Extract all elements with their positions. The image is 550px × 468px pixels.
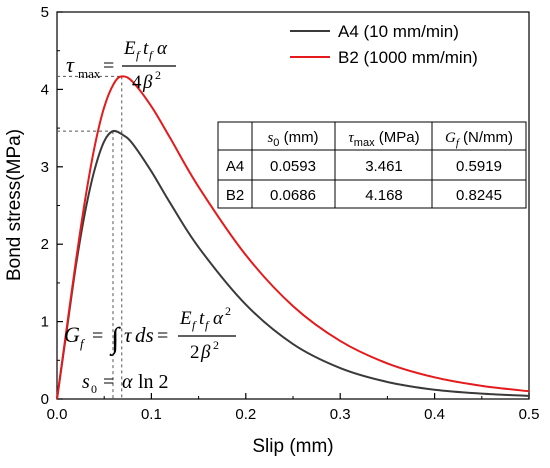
svg-text:G: G bbox=[64, 322, 80, 347]
svg-text:α: α bbox=[157, 38, 168, 59]
peak-guide-lines bbox=[57, 75, 123, 399]
y-tick-label: 5 bbox=[41, 4, 49, 21]
table-cell-a4-s0: 0.0593 bbox=[270, 158, 316, 175]
x-axis: 0.0 0.1 0.2 0.3 0.4 0.5 bbox=[47, 393, 540, 423]
svg-text:t: t bbox=[199, 308, 205, 329]
series-line-a4 bbox=[56, 129, 530, 400]
x-tick-label: 0.3 bbox=[330, 406, 351, 423]
table-cell-b2-s0: 0.0686 bbox=[270, 187, 316, 204]
table-header-taumax: τmax (MPa) bbox=[348, 129, 419, 149]
svg-text:s: s bbox=[82, 371, 90, 393]
svg-text:f: f bbox=[136, 48, 141, 62]
svg-text:2: 2 bbox=[155, 68, 161, 82]
svg-text:=: = bbox=[103, 371, 114, 393]
svg-text:E: E bbox=[179, 308, 192, 329]
svg-text:=: = bbox=[157, 325, 168, 347]
x-tick-label: 0.1 bbox=[141, 406, 162, 423]
table-cell-a4-gf: 0.5919 bbox=[456, 158, 502, 175]
x-tick-label: 0.0 bbox=[47, 406, 68, 423]
legend-label-a4: A4 (10 mm/min) bbox=[338, 22, 459, 41]
svg-text:4: 4 bbox=[132, 72, 142, 93]
parameter-table: s0 (mm) τmax (MPa) Gf (N/mm) A4 0.0593 3… bbox=[217, 121, 527, 209]
svg-text:2: 2 bbox=[190, 342, 200, 363]
series-line-b2 bbox=[56, 75, 530, 400]
x-axis-title: Slip (mm) bbox=[252, 436, 333, 457]
y-tick-label: 0 bbox=[41, 391, 49, 408]
table-header-s0: s0 (mm) bbox=[267, 129, 318, 149]
svg-text:τ: τ bbox=[124, 323, 133, 347]
y-tick-label: 3 bbox=[41, 159, 49, 176]
svg-text:ds: ds bbox=[135, 323, 154, 347]
table-cell-a4-taumax: 3.461 bbox=[365, 158, 403, 175]
svg-text:=: = bbox=[103, 55, 114, 77]
table-cell-b2-name: B2 bbox=[226, 187, 244, 204]
x-tick-label: 0.2 bbox=[235, 406, 256, 423]
y-axis-title: Bond stress(MPa) bbox=[4, 129, 25, 281]
svg-text:β: β bbox=[142, 72, 153, 93]
svg-text:β: β bbox=[200, 342, 211, 363]
svg-text:α: α bbox=[213, 308, 224, 329]
svg-text:=: = bbox=[92, 325, 103, 347]
legend-label-b2: B2 (1000 mm/min) bbox=[338, 48, 478, 67]
legend: A4 (10 mm/min) B2 (1000 mm/min) bbox=[290, 22, 478, 67]
svg-text:t: t bbox=[143, 38, 149, 59]
svg-text:∫: ∫ bbox=[109, 322, 121, 357]
table-cell-b2-taumax: 4.168 bbox=[365, 187, 403, 204]
formula-s0: s 0 = α ln 2 bbox=[82, 371, 169, 396]
table-header-gf: Gf (N/mm) bbox=[445, 129, 513, 149]
y-tick-label: 2 bbox=[41, 236, 49, 253]
svg-text:f: f bbox=[149, 48, 154, 62]
svg-text:max: max bbox=[78, 66, 101, 81]
svg-text:0: 0 bbox=[91, 382, 97, 396]
formula-gf: G f = ∫ τ ds = E f t f α 2 2 β 2 bbox=[64, 304, 236, 363]
table-cell-b2-gf: 0.8245 bbox=[456, 187, 502, 204]
formula-tau-max: τ max = E f t f α 4 β 2 bbox=[66, 38, 176, 93]
y-axis: 0 1 2 3 4 5 bbox=[41, 4, 63, 408]
table-cell-a4-name: A4 bbox=[226, 158, 244, 175]
svg-text:ln 2: ln 2 bbox=[138, 371, 169, 393]
svg-text:α: α bbox=[122, 371, 133, 393]
y-tick-label: 4 bbox=[41, 81, 49, 98]
series-lines bbox=[56, 75, 530, 400]
svg-text:2: 2 bbox=[225, 304, 231, 318]
svg-text:τ: τ bbox=[66, 52, 75, 77]
svg-text:2: 2 bbox=[213, 338, 219, 352]
x-tick-label: 0.5 bbox=[519, 406, 540, 423]
y-tick-label: 1 bbox=[41, 314, 49, 331]
svg-text:E: E bbox=[123, 38, 136, 59]
svg-text:f: f bbox=[80, 336, 86, 351]
x-tick-label: 0.4 bbox=[424, 406, 445, 423]
svg-text:f: f bbox=[205, 318, 210, 332]
svg-text:f: f bbox=[192, 318, 197, 332]
